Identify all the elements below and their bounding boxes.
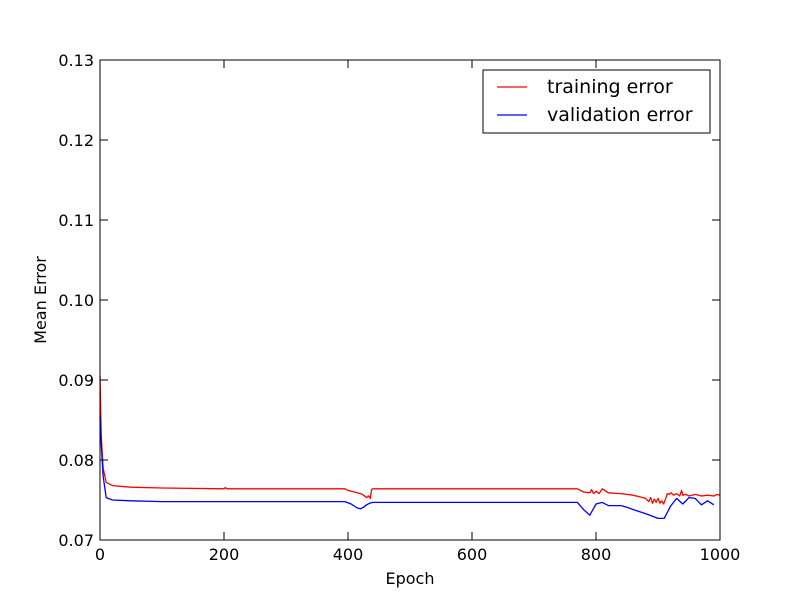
y-axis: 0.07 0.08 0.09 0.10 0.11 0.12 0.13 [58,51,720,550]
x-tick-label-0: 0 [95,545,105,564]
legend-box [482,69,711,134]
x-tick-label-3: 600 [457,545,488,564]
x-tick-label-4: 800 [581,545,612,564]
y-tick-label-5: 0.12 [58,131,94,150]
y-tick-label-0: 0.07 [58,531,94,550]
series-line-validation-error [99,415,715,520]
plot-area [99,375,721,520]
y-tick-label-6: 0.13 [58,51,94,70]
legend-label-validation-error: validation error [547,104,693,126]
y-tick-label-4: 0.11 [58,211,94,230]
x-axis: 0 200 400 600 800 1000 [95,60,740,564]
x-axis-title: Epoch [386,569,435,588]
legend-label-training-error: training error [547,76,673,98]
x-tick-label-2: 400 [333,545,364,564]
series-line-training-error [99,375,721,505]
y-tick-label-3: 0.10 [58,291,94,310]
legend: training error validation error [482,69,711,134]
y-tick-label-2: 0.09 [58,371,94,390]
x-tick-label-5: 1000 [700,545,741,564]
y-tick-label-1: 0.08 [58,451,94,470]
x-tick-label-1: 200 [209,545,240,564]
y-axis-title: Mean Error [31,256,50,344]
